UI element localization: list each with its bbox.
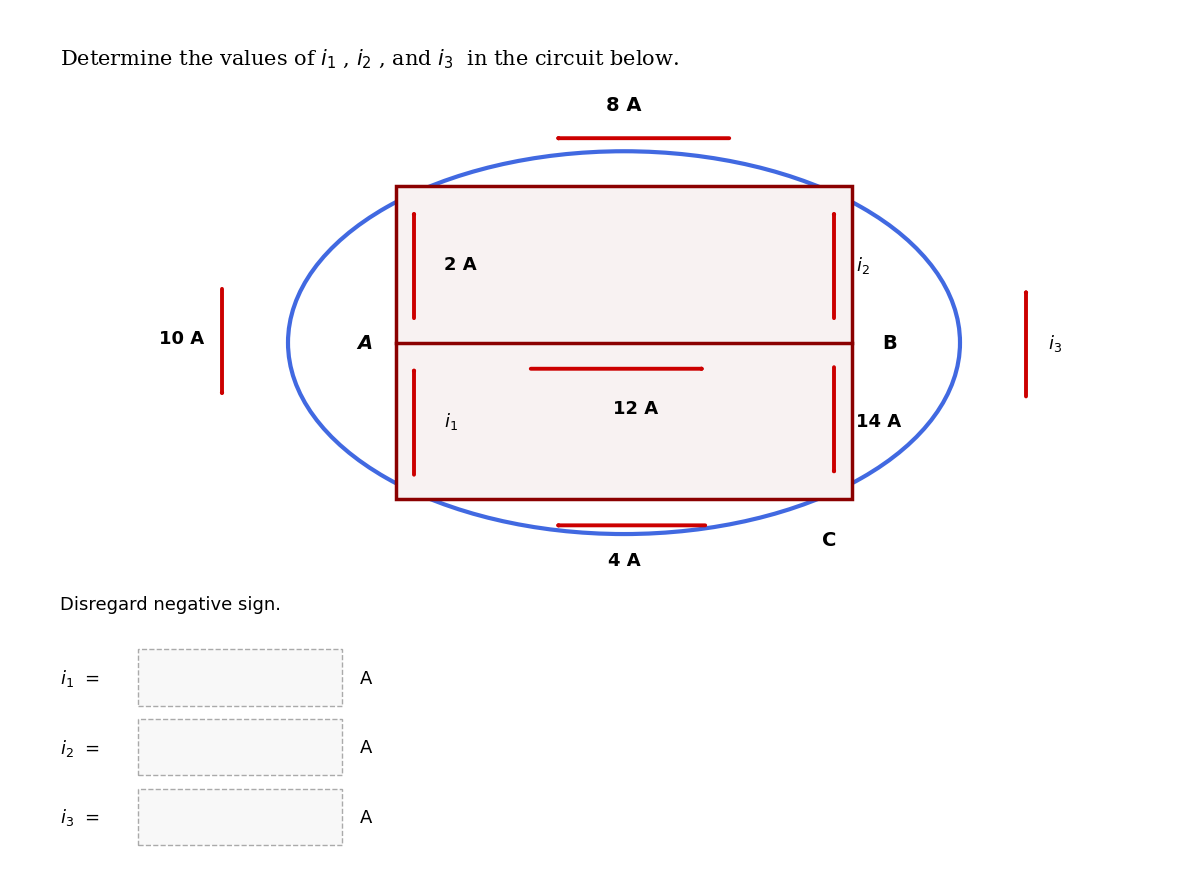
Text: Determine the values of $i_1$ , $i_2$ , and $i_3$  in the circuit below.: Determine the values of $i_1$ , $i_2$ , … xyxy=(60,48,679,71)
Text: 2 A: 2 A xyxy=(444,256,476,274)
Text: $i_2$  =: $i_2$ = xyxy=(60,737,100,758)
Text: $i_1$: $i_1$ xyxy=(444,411,458,432)
Text: $i_3$: $i_3$ xyxy=(1048,333,1062,354)
Text: $i_1$  =: $i_1$ = xyxy=(60,667,100,688)
Text: A: A xyxy=(360,669,372,687)
FancyBboxPatch shape xyxy=(138,789,342,845)
Text: 12 A: 12 A xyxy=(613,400,659,418)
Text: 14 A: 14 A xyxy=(856,413,901,430)
Text: $i_3$  =: $i_3$ = xyxy=(60,806,100,827)
Text: A: A xyxy=(360,808,372,826)
Text: C: C xyxy=(822,530,836,549)
Text: A: A xyxy=(360,739,372,756)
Text: A: A xyxy=(356,334,372,353)
Bar xyxy=(396,187,852,500)
Text: 10 A: 10 A xyxy=(158,330,204,348)
FancyBboxPatch shape xyxy=(138,650,342,706)
Text: 8 A: 8 A xyxy=(606,96,642,115)
Text: B: B xyxy=(882,334,896,353)
Text: $i_2$: $i_2$ xyxy=(856,255,869,275)
Text: Disregard negative sign.: Disregard negative sign. xyxy=(60,595,281,613)
Text: 4 A: 4 A xyxy=(607,552,641,570)
FancyBboxPatch shape xyxy=(138,720,342,775)
